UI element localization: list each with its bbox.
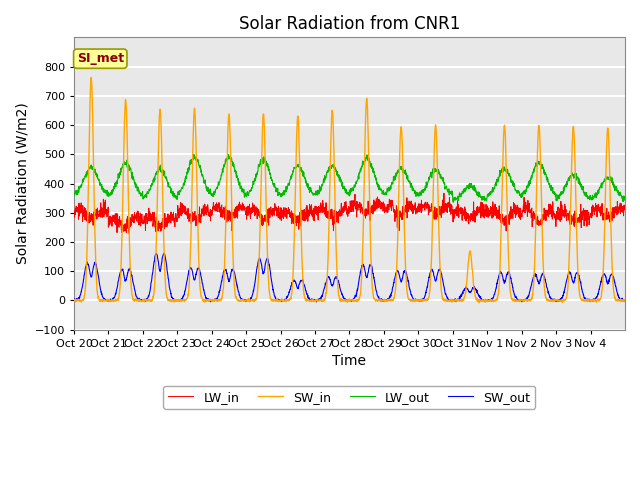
Text: SI_met: SI_met bbox=[77, 52, 124, 65]
SW_out bbox=[547, 296, 554, 301]
LW_in bbox=[516, 209, 524, 215]
Line: LW_out: LW_out bbox=[74, 155, 625, 202]
LW_out bbox=[449, 199, 457, 205]
Title: Solar Radiation from CNR1: Solar Radiation from CNR1 bbox=[239, 15, 460, 33]
SW_in bbox=[621, 298, 628, 303]
SW_out bbox=[125, 266, 133, 272]
SW_out bbox=[70, 296, 78, 302]
SW_out bbox=[621, 298, 628, 303]
LW_in bbox=[621, 207, 628, 213]
Line: SW_in: SW_in bbox=[74, 78, 625, 302]
LW_in bbox=[244, 212, 252, 218]
LW_out bbox=[516, 192, 524, 198]
SW_in bbox=[614, 298, 621, 303]
X-axis label: Time: Time bbox=[332, 354, 367, 368]
SW_in bbox=[70, 298, 78, 304]
SW_in bbox=[476, 300, 483, 305]
LW_out bbox=[547, 185, 554, 191]
SW_in bbox=[547, 297, 554, 303]
SW_out bbox=[516, 297, 524, 302]
Y-axis label: Solar Radiation (W/m2): Solar Radiation (W/m2) bbox=[15, 103, 29, 264]
SW_out bbox=[614, 290, 621, 296]
SW_in bbox=[87, 75, 95, 81]
LW_in bbox=[440, 191, 448, 196]
LW_in bbox=[383, 209, 390, 215]
LW_out bbox=[189, 152, 197, 157]
LW_out bbox=[383, 190, 390, 196]
SW_in bbox=[516, 299, 524, 304]
SW_in bbox=[383, 298, 390, 304]
LW_in bbox=[125, 231, 133, 237]
SW_in bbox=[244, 298, 252, 303]
SW_out bbox=[244, 297, 252, 302]
Legend: LW_in, SW_in, LW_out, SW_out: LW_in, SW_in, LW_out, SW_out bbox=[163, 385, 536, 408]
LW_in bbox=[125, 221, 133, 227]
SW_in bbox=[125, 231, 133, 237]
LW_out bbox=[621, 194, 628, 200]
SW_out bbox=[312, 299, 320, 305]
LW_in bbox=[70, 213, 78, 218]
Line: SW_out: SW_out bbox=[74, 253, 625, 302]
LW_out bbox=[70, 191, 78, 196]
SW_out bbox=[160, 251, 168, 256]
LW_in bbox=[614, 199, 621, 204]
LW_in bbox=[547, 211, 554, 217]
LW_out bbox=[125, 163, 133, 168]
LW_out bbox=[244, 192, 252, 197]
LW_out bbox=[614, 188, 621, 193]
SW_out bbox=[383, 298, 390, 303]
Line: LW_in: LW_in bbox=[74, 193, 625, 234]
